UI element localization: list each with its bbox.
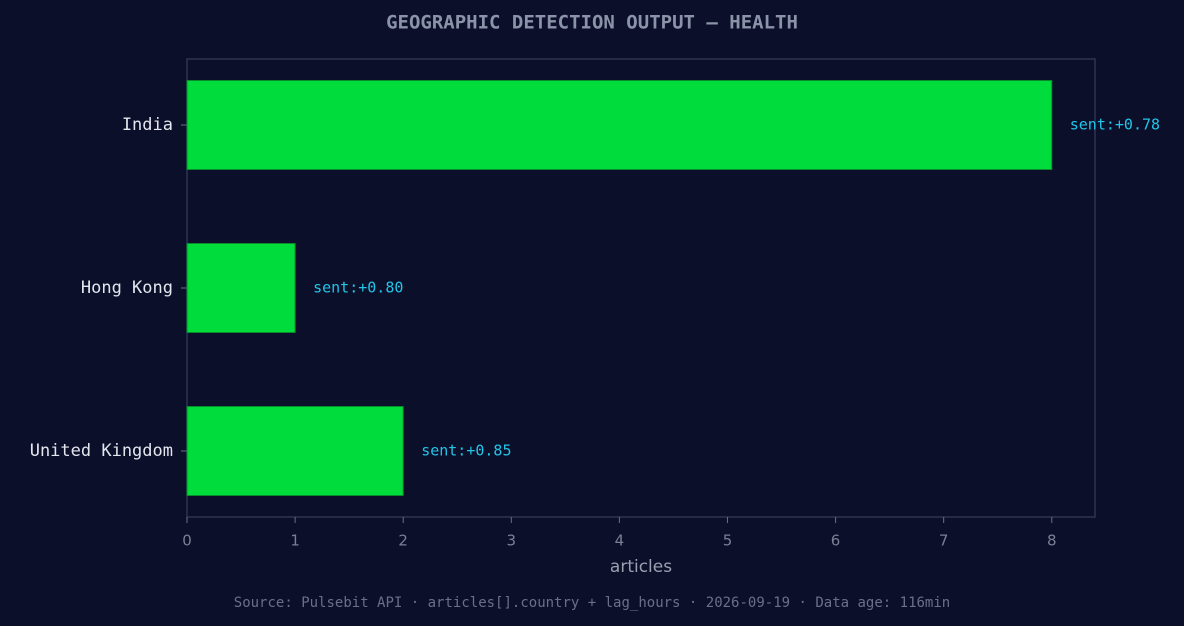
x-tick-label: 8 [1047, 532, 1057, 550]
x-tick-label: 0 [182, 532, 192, 550]
x-tick-label: 4 [615, 532, 625, 550]
bar [186, 406, 404, 496]
y-tick-label: India [122, 115, 173, 135]
source-note: Source: Pulsebit API · articles[].countr… [234, 595, 950, 611]
bar [186, 80, 1053, 170]
bar [186, 243, 296, 333]
x-tick-label: 5 [723, 532, 733, 550]
x-tick-label: 2 [398, 532, 408, 550]
bar-label: sent:+0.78 [1070, 116, 1160, 134]
y-tick-label: Hong Kong [81, 278, 173, 298]
x-tick-label: 3 [507, 532, 517, 550]
x-axis-label: articles [610, 557, 672, 577]
bar-label: sent:+0.85 [421, 442, 511, 460]
bar-label: sent:+0.80 [313, 279, 403, 297]
x-tick-label: 1 [290, 532, 300, 550]
chart-title: GEOGRAPHIC DETECTION OUTPUT — HEALTH [386, 12, 798, 34]
y-tick-label: United Kingdom [30, 441, 173, 461]
x-tick-label: 7 [939, 532, 949, 550]
x-tick-label: 6 [831, 532, 841, 550]
